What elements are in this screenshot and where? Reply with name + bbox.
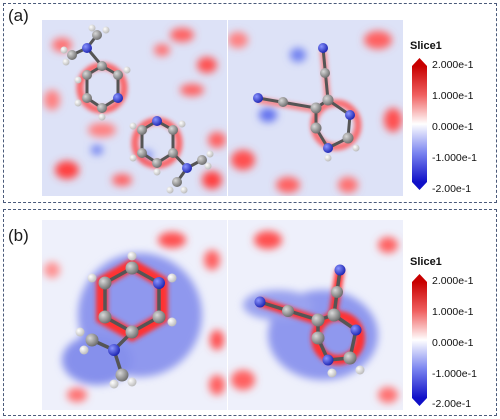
panel-a-frame (3, 3, 497, 203)
panel-b-colorbar-title: Slice1 (410, 256, 442, 268)
panel-b-tick-3: 0.000e-1 (432, 337, 474, 349)
panel-b-colorbar (412, 274, 427, 406)
panel-a-tick-3: 0.000e-1 (432, 121, 474, 133)
panel-a-colorbar (412, 58, 427, 190)
panel-a-tick-2: 1.000e-1 (432, 90, 474, 102)
panel-a-colorbar-title: Slice1 (410, 40, 442, 52)
panel-a-tick-4: -1.000e-1 (432, 152, 477, 164)
panel-b-right-map (228, 220, 403, 410)
panel-b-left-map (42, 220, 227, 410)
panel-b-tick-2: 1.000e-1 (432, 306, 474, 318)
panel-b-tick-1: 2.000e-1 (432, 275, 474, 287)
panel-b-tick-4: -1.000e-1 (432, 368, 477, 380)
panel-a-tick-1: 2.000e-1 (432, 59, 474, 71)
panel-b-label: (b) (8, 226, 29, 245)
panel-a-label: (a) (8, 6, 29, 25)
panel-b-frame (3, 209, 497, 416)
panel-a-tick-5: -2.00e-1 (432, 183, 472, 195)
panel-b-tick-5: -2.00e-1 (432, 398, 472, 410)
panel-a-left-map (42, 20, 227, 196)
panel-a-right-map (228, 20, 403, 196)
